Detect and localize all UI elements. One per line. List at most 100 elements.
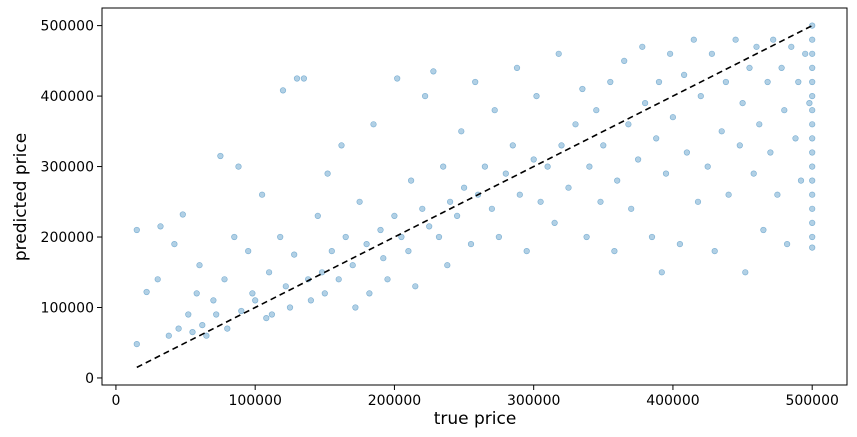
points-group [133, 22, 816, 348]
data-point [544, 163, 551, 170]
data-point [746, 64, 753, 71]
data-point [809, 205, 816, 212]
data-point [655, 78, 663, 86]
data-point [669, 114, 677, 121]
data-point [217, 152, 224, 160]
data-point [366, 290, 373, 297]
y-tick-label: 400000 [41, 89, 94, 105]
data-point [802, 50, 809, 57]
data-point [621, 57, 628, 65]
data-point [419, 205, 426, 212]
data-point [384, 276, 391, 283]
data-point [774, 191, 781, 198]
data-point [653, 135, 660, 142]
data-point [356, 198, 363, 205]
data-point [767, 149, 774, 156]
data-point [440, 163, 447, 170]
data-point [809, 219, 816, 226]
data-point [349, 262, 356, 269]
data-point [277, 233, 284, 241]
data-point [307, 297, 315, 304]
data-point [597, 198, 604, 205]
data-point [224, 325, 231, 332]
data-point [634, 156, 642, 163]
data-point [259, 191, 266, 198]
data-point [639, 43, 646, 50]
data-point [338, 142, 345, 149]
data-point [704, 163, 711, 170]
data-point [444, 262, 451, 269]
x-axis-ticks: 0 100000 200000 300000 400000 500000 [111, 385, 839, 409]
data-point [268, 311, 276, 318]
data-point [179, 211, 186, 218]
data-point [133, 226, 140, 234]
data-point [809, 149, 816, 156]
data-point [454, 212, 461, 219]
x-axis-title: true price [434, 409, 517, 429]
data-point [394, 75, 401, 82]
data-point [300, 75, 308, 82]
data-point [809, 78, 816, 86]
data-point [697, 92, 704, 100]
data-point [736, 142, 743, 149]
data-point [809, 36, 816, 43]
data-point [461, 184, 468, 191]
data-point [778, 64, 785, 71]
data-point [690, 36, 697, 43]
data-point [472, 78, 479, 86]
x-tick-label: 400000 [646, 393, 699, 409]
data-point [175, 325, 182, 332]
data-point [809, 177, 816, 184]
data-point [809, 233, 816, 241]
data-point [370, 121, 377, 128]
data-point [809, 244, 816, 251]
data-point [495, 233, 503, 241]
data-point [725, 191, 732, 198]
data-point [718, 128, 725, 135]
data-point [809, 191, 816, 198]
data-point [586, 163, 593, 170]
x-tick-label: 300000 [507, 393, 560, 409]
data-point [199, 322, 206, 329]
data-point [611, 248, 618, 255]
data-point [324, 170, 331, 177]
data-point [249, 290, 256, 297]
data-point [708, 50, 716, 57]
data-point [781, 107, 788, 114]
data-point [795, 78, 802, 86]
data-point [380, 255, 387, 262]
data-point [648, 233, 656, 241]
data-point [266, 269, 273, 276]
x-tick-label: 100000 [228, 393, 281, 409]
data-point [583, 233, 590, 241]
data-point [238, 307, 245, 315]
data-point [809, 135, 816, 142]
data-point [352, 304, 359, 311]
data-point [666, 50, 674, 57]
reference-line [136, 24, 813, 369]
data-point [282, 283, 289, 290]
data-point [398, 233, 405, 241]
data-point [408, 177, 415, 184]
data-point [143, 288, 150, 296]
data-point [196, 262, 203, 269]
y-tick-label: 300000 [41, 160, 94, 176]
data-point [711, 248, 718, 255]
data-point [321, 290, 328, 297]
data-point [809, 50, 816, 57]
data-point [641, 99, 649, 107]
x-tick-label: 200000 [368, 393, 421, 409]
data-point [435, 233, 443, 241]
data-point [422, 92, 429, 100]
data-point [565, 184, 572, 191]
data-point [210, 297, 217, 304]
data-point [263, 315, 270, 322]
data-point [555, 50, 562, 57]
data-point [363, 241, 370, 248]
data-point [809, 163, 816, 170]
data-point [335, 276, 342, 283]
data-point [314, 212, 321, 219]
data-point [694, 198, 702, 205]
data-point [614, 177, 621, 184]
data-point [739, 99, 746, 107]
